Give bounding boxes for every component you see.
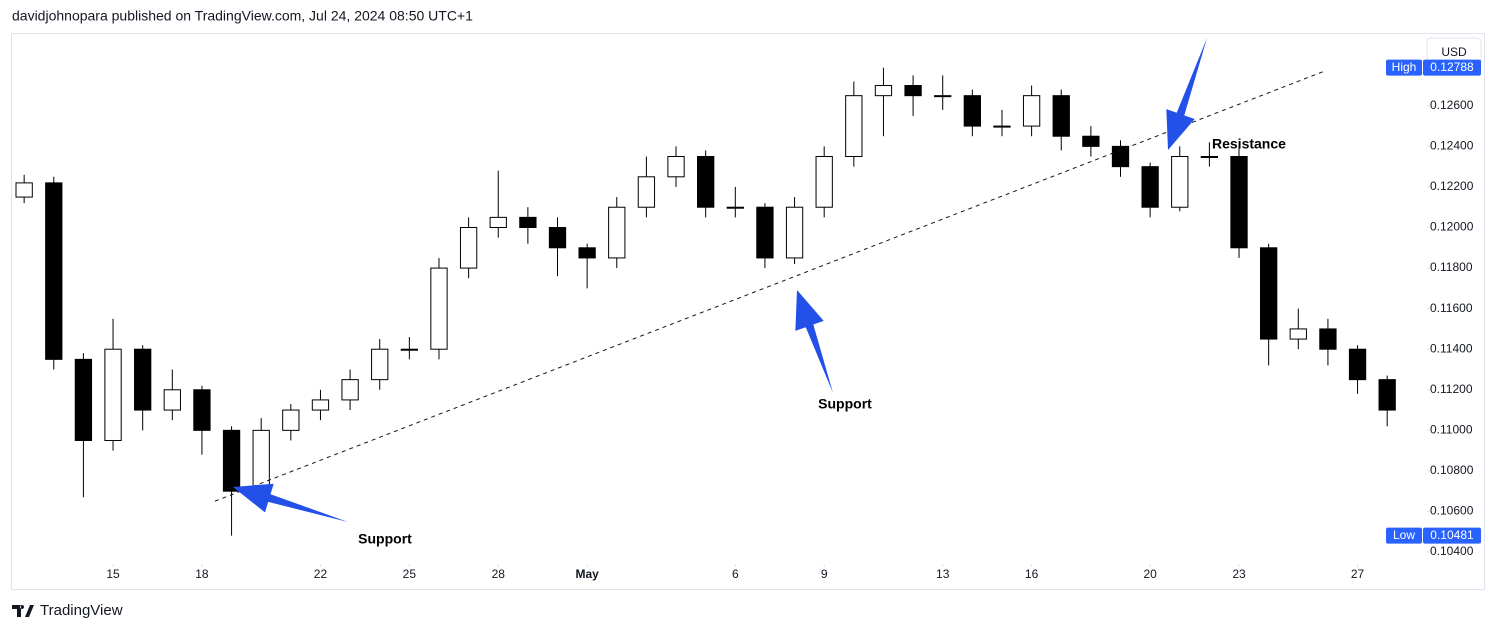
candle-body: [1260, 247, 1278, 340]
candle-body: [845, 95, 863, 158]
candle-body: [993, 125, 1011, 128]
candle-body: [252, 429, 270, 492]
candle-body: [15, 182, 33, 198]
candle-body: [1022, 95, 1041, 127]
y-tick-label: 0.10800: [1430, 463, 1474, 477]
candle-body: [1378, 379, 1396, 411]
candle-body: [1348, 348, 1367, 381]
price-label-value: 0.10481: [1430, 528, 1474, 542]
candle-body: [637, 176, 656, 208]
candle-body: [430, 267, 448, 350]
logo-text[interactable]: TradingView: [40, 602, 123, 619]
arrow: [795, 290, 833, 393]
candle-body: [1082, 135, 1100, 147]
x-tick-label: 15: [106, 567, 120, 581]
candle-body: [548, 227, 567, 249]
candle-body: [1171, 156, 1189, 208]
candle-body: [459, 227, 478, 269]
x-tick-label: 13: [936, 567, 950, 581]
x-tick-label: 25: [403, 567, 417, 581]
price-label-value: 0.12788: [1430, 60, 1474, 74]
candle-body: [1230, 156, 1248, 249]
candle-body: [104, 348, 122, 441]
candle-body: [134, 348, 152, 411]
x-tick-label: 28: [492, 567, 506, 581]
usd-button[interactable]: USD: [1426, 37, 1482, 67]
annotation: Support: [818, 396, 872, 412]
trendline: [214, 70, 1326, 502]
y-tick-label: 0.11200: [1430, 382, 1473, 396]
candle-body: [697, 156, 715, 208]
y-tick-label: 0.10400: [1430, 544, 1474, 558]
candle-body: [934, 95, 952, 98]
price-label-tag: [1386, 527, 1422, 544]
price-label-name: Low: [1393, 528, 1415, 542]
candle-body: [519, 216, 537, 229]
candle-body: [400, 348, 419, 351]
candle-body: [667, 156, 685, 178]
candle-body: [1111, 145, 1130, 168]
candle-body: [1052, 95, 1070, 137]
candle-body: [785, 206, 804, 259]
y-tick-label: 0.12400: [1430, 139, 1474, 153]
y-tick-label: 0.12600: [1430, 98, 1474, 112]
candle-body: [1319, 328, 1337, 350]
annotation: Support: [358, 531, 412, 547]
y-tick-label: 0.12000: [1430, 220, 1474, 234]
candle-body: [726, 206, 744, 209]
candle-body: [578, 247, 596, 259]
candle-body: [963, 95, 981, 127]
annotation: Resistance: [1212, 136, 1286, 152]
candle-body: [341, 379, 359, 401]
arrow: [1166, 38, 1207, 150]
candle-body: [74, 358, 93, 441]
y-tick-label: 0.12200: [1430, 179, 1474, 193]
logo-icon[interactable]: [12, 605, 34, 617]
candle-body: [874, 85, 893, 97]
x-tick-label: 23: [1232, 567, 1246, 581]
x-tick-label: 9: [821, 567, 828, 581]
x-tick-label: 18: [195, 567, 209, 581]
y-tick-label: 0.11600: [1430, 301, 1473, 315]
x-tick-label: May: [575, 567, 599, 581]
x-tick-label: 6: [732, 567, 739, 581]
y-tick-label: 0.11400: [1430, 341, 1473, 355]
candle-body: [489, 216, 507, 229]
candle-body: [1141, 166, 1159, 208]
tradingview-logo[interactable]: TradingView: [12, 602, 123, 619]
header-text: davidjohnopara published on TradingView.…: [12, 8, 473, 24]
candle-body: [282, 409, 300, 431]
candle-body: [815, 156, 833, 208]
candle-body: [904, 85, 922, 97]
candle-body: [608, 206, 626, 259]
y-tick-label: 0.10600: [1430, 504, 1474, 518]
price-label-value-box: [1423, 527, 1481, 544]
candle-body: [222, 429, 241, 492]
y-tick-label: 0.11000: [1430, 423, 1473, 437]
y-tick-label: 0.11800: [1430, 260, 1473, 274]
usd-button-label[interactable]: USD: [1441, 45, 1467, 59]
candle-body: [45, 182, 63, 360]
candle-body: [311, 399, 330, 411]
candle-body: [371, 348, 389, 381]
candle-body: [1289, 328, 1307, 340]
candles: [15, 67, 1396, 536]
x-tick-label: 20: [1143, 567, 1157, 581]
candle-body: [1200, 156, 1219, 159]
candle-body: [756, 206, 774, 259]
price-label-name: High: [1392, 60, 1417, 74]
candle-body: [163, 389, 181, 411]
arrow: [233, 483, 348, 522]
price-label-tag: [1386, 59, 1422, 76]
candle-body: [193, 389, 211, 431]
x-tick-label: 27: [1351, 567, 1365, 581]
x-tick-label: 16: [1025, 567, 1039, 581]
x-tick-label: 22: [314, 567, 328, 581]
price-label-value-box: [1423, 59, 1481, 76]
